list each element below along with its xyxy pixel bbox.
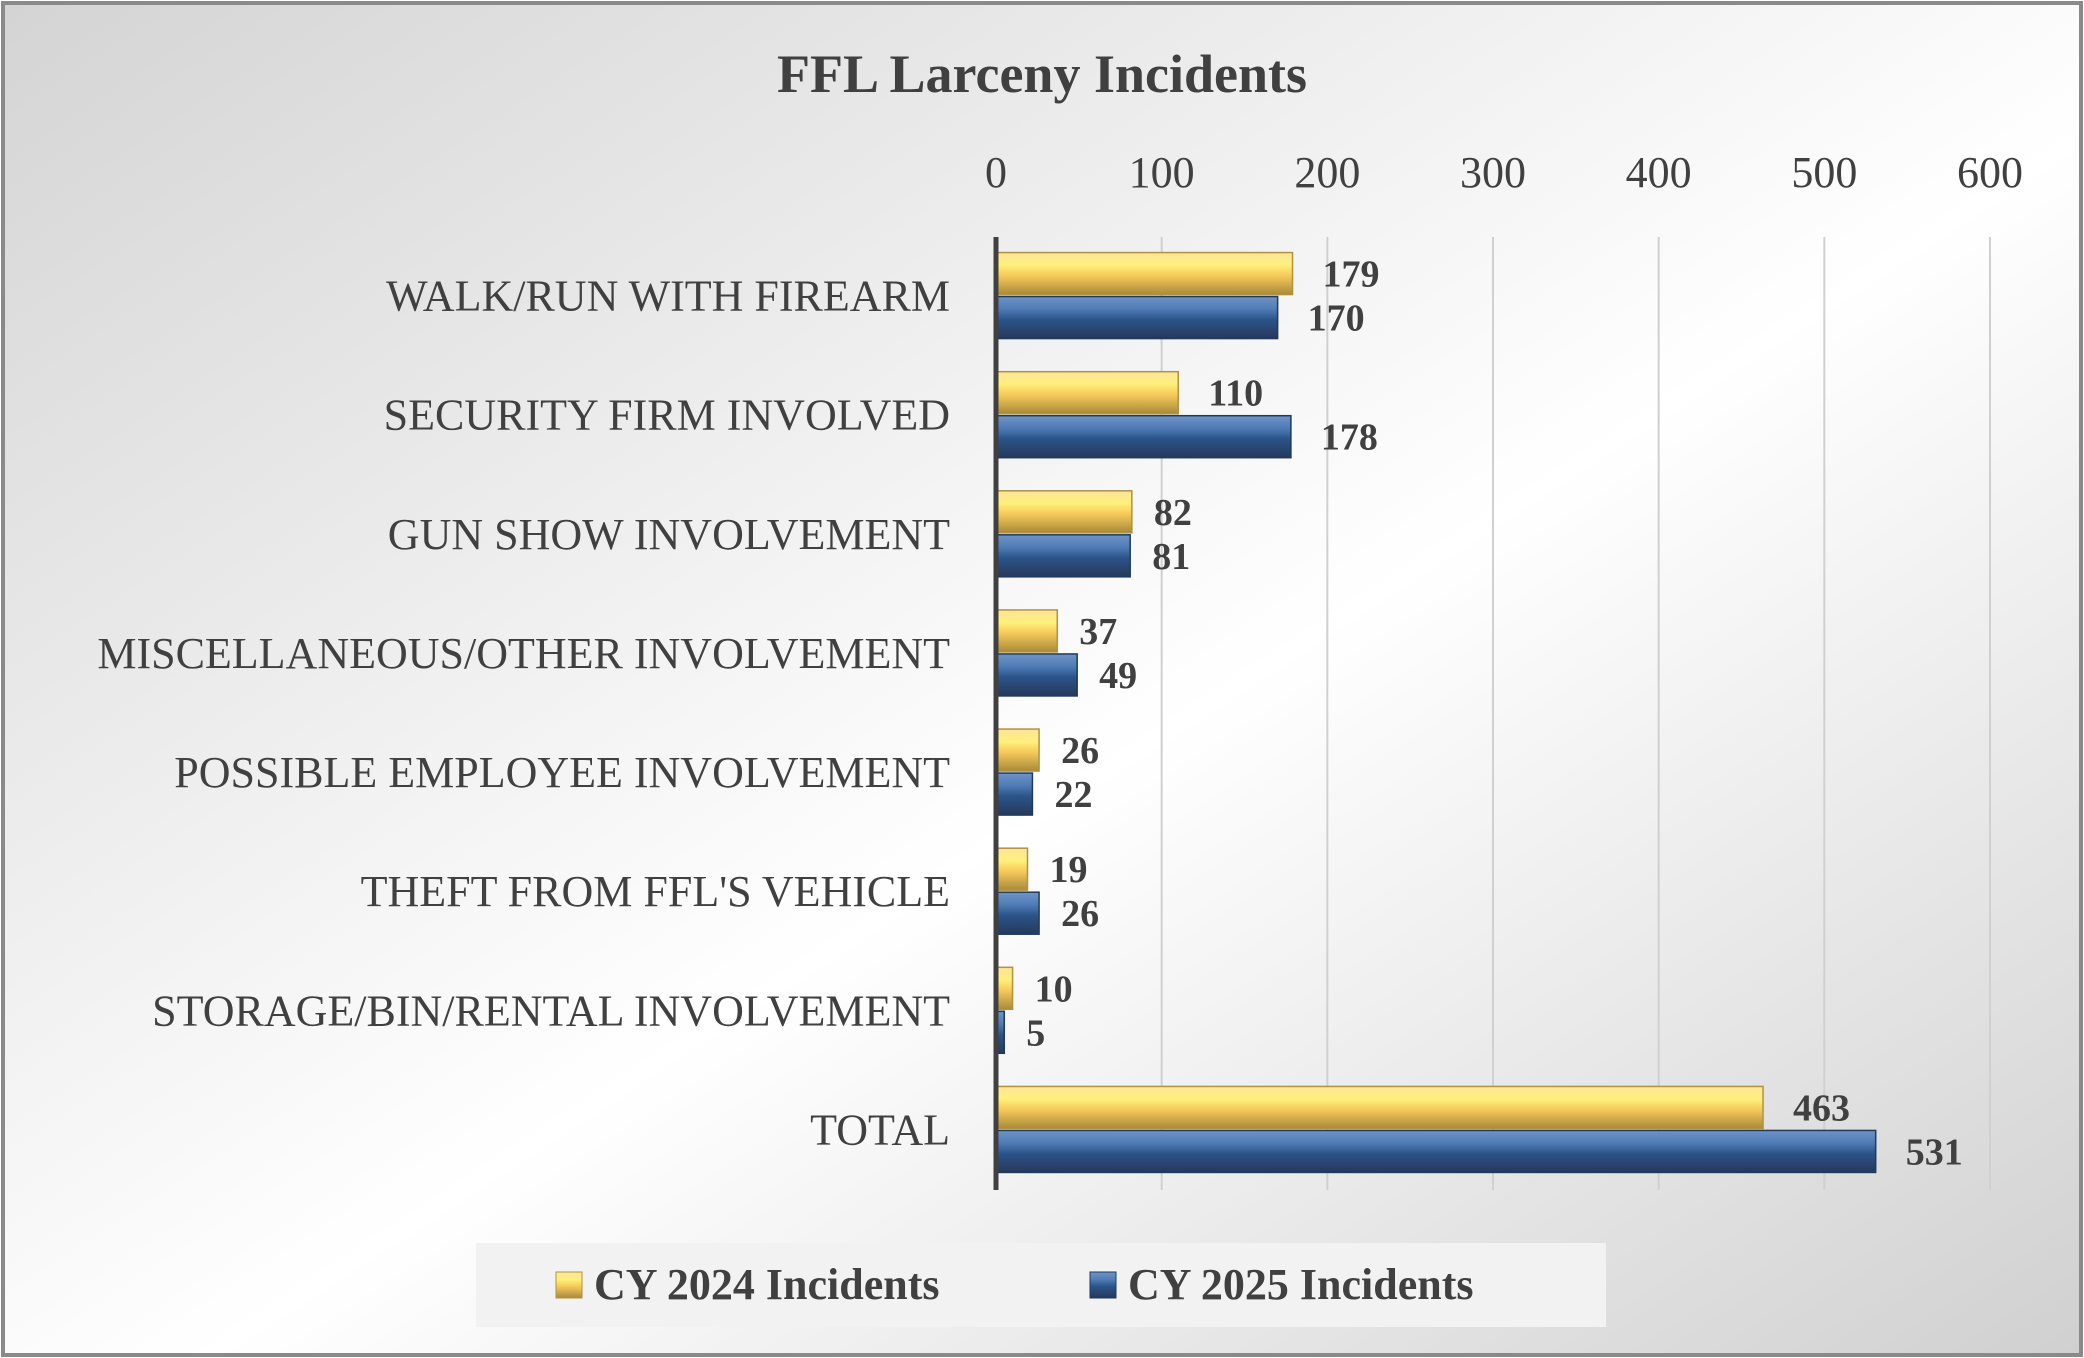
- data-label: 178: [1321, 417, 1378, 459]
- data-label: 37: [1079, 611, 1117, 653]
- bar-cy2025: [995, 414, 1292, 459]
- x-tick-label: 600: [1957, 148, 2023, 197]
- data-label: 26: [1061, 893, 1099, 935]
- bar-cy2025: [995, 891, 1040, 935]
- chart-title: FFL Larceny Incidents: [777, 44, 1307, 104]
- bar-cy2025: [995, 653, 1078, 697]
- bar-cy2024: [995, 490, 1133, 534]
- bar-cy2024: [995, 609, 1059, 653]
- data-label: 531: [1906, 1131, 1963, 1173]
- category-label: POSSIBLE EMPLOYEE INVOLVEMENT: [174, 748, 950, 797]
- data-label: 110: [1208, 373, 1263, 415]
- data-label: 179: [1323, 254, 1380, 296]
- category-label: SECURITY FIRM INVOLVED: [384, 391, 950, 440]
- x-tick-label: 400: [1626, 148, 1692, 197]
- bar-cy2025: [995, 295, 1279, 340]
- bar-cy2024: [995, 847, 1029, 891]
- category-label: TOTAL: [810, 1105, 950, 1154]
- legend-box: [476, 1243, 1606, 1327]
- data-label: 10: [1035, 968, 1073, 1010]
- category-label: GUN SHOW INVOLVEMENT: [388, 510, 950, 559]
- bar-cy2024: [995, 370, 1179, 415]
- bar-cy2025: [995, 534, 1131, 578]
- bar-cy2024: [995, 1085, 1764, 1130]
- x-tick-label: 500: [1791, 148, 1857, 197]
- x-tick-label: 200: [1294, 148, 1360, 197]
- data-label: 22: [1054, 774, 1092, 816]
- x-tick-label: 0: [985, 148, 1007, 197]
- data-label: 82: [1154, 492, 1192, 534]
- bar-cy2025: [995, 1129, 1877, 1174]
- x-tick-label: 300: [1460, 148, 1526, 197]
- data-label: 170: [1308, 298, 1365, 340]
- data-label: 81: [1152, 536, 1190, 578]
- legend-swatch-cy2024: [555, 1271, 583, 1299]
- bar-cy2024: [995, 728, 1040, 772]
- data-label: 49: [1099, 655, 1137, 697]
- bar-cy2025: [995, 772, 1034, 816]
- category-label: WALK/RUN WITH FIREARM: [386, 272, 950, 321]
- x-tick-label: 100: [1129, 148, 1195, 197]
- data-label: 463: [1793, 1087, 1850, 1129]
- legend-label: CY 2025 Incidents: [1128, 1260, 1474, 1309]
- category-label: THEFT FROM FFL'S VEHICLE: [361, 867, 950, 916]
- category-label: STORAGE/BIN/RENTAL INVOLVEMENT: [152, 986, 950, 1035]
- legend-label: CY 2024 Incidents: [594, 1260, 940, 1309]
- category-label: MISCELLANEOUS/OTHER INVOLVEMENT: [97, 629, 950, 678]
- data-label: 19: [1049, 849, 1087, 891]
- data-label: 5: [1026, 1012, 1045, 1054]
- data-label: 26: [1061, 730, 1099, 772]
- bar-cy2024: [995, 251, 1294, 296]
- legend-swatch-cy2025: [1089, 1271, 1117, 1299]
